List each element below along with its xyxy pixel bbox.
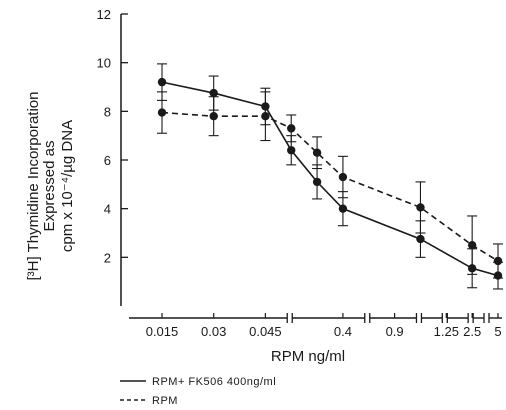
series-rpm-fk506 — [157, 63, 503, 290]
x-axis: 0.015 0.03 0.045 0.4 0.9 1.25 2.5 5 — [129, 313, 502, 339]
data-point-0-4 — [312, 177, 322, 187]
y-tick-label-12: 12 — [97, 7, 111, 22]
x-axis-title: RPM ng/ml — [271, 348, 345, 365]
x-tick-label-4: 0.9 — [386, 324, 404, 339]
x-tick-label-5: 1.25 — [434, 324, 459, 339]
y-tick-label-2: 2 — [104, 250, 111, 265]
data-point-1-6 — [416, 203, 425, 212]
y-axis: 2 4 6 8 10 12 — [97, 7, 128, 306]
data-point-1-2 — [261, 112, 270, 121]
legend: RPM+ FK506 400ng/ml RPM — [120, 376, 276, 407]
series-line-0 — [161, 81, 499, 277]
data-point-1-8 — [493, 256, 503, 266]
x-tick-label-7: 5 — [494, 324, 501, 339]
data-point-0-0 — [157, 77, 167, 87]
y-tick-label-4: 4 — [104, 202, 111, 217]
y-tick-label-10: 10 — [97, 56, 111, 71]
data-point-1-5 — [338, 172, 348, 182]
data-point-0-3 — [287, 146, 296, 155]
x-tick-label-2: 0.045 — [249, 324, 282, 339]
data-point-1-0 — [157, 108, 167, 117]
y-axis-title-line-2: Expressed as — [41, 141, 58, 232]
data-point-0-6 — [416, 234, 425, 244]
y-tick-label-8: 8 — [104, 104, 111, 119]
series-layer — [157, 63, 503, 290]
y-axis-title-line-1: [³H] Thymidine Incorporation — [25, 92, 42, 281]
data-point-1-3 — [287, 124, 296, 133]
legend-label-rpm-fk506: RPM+ FK506 400ng/ml — [152, 376, 276, 388]
x-tick-label-1: 0.03 — [201, 324, 226, 339]
x-tick-label-3: 0.4 — [334, 324, 352, 339]
legend-label-rpm: RPM — [152, 395, 178, 407]
data-point-1-1 — [209, 112, 218, 121]
data-point-1-4 — [312, 148, 322, 157]
data-point-0-1 — [209, 88, 218, 98]
series-rpm — [157, 91, 503, 279]
x-tick-label-6: 2.5 — [463, 324, 481, 339]
x-tick-label-0: 0.015 — [146, 324, 179, 339]
y-axis-title-line-3: cpm x 10⁻⁴/µg DNA — [59, 120, 76, 252]
y-tick-label-6: 6 — [104, 153, 111, 168]
data-point-0-5 — [338, 204, 348, 213]
data-point-1-7 — [467, 240, 477, 250]
y-axis-title: [³H] Thymidine Incorporation Expressed a… — [25, 92, 76, 281]
series-line-1 — [161, 111, 499, 262]
